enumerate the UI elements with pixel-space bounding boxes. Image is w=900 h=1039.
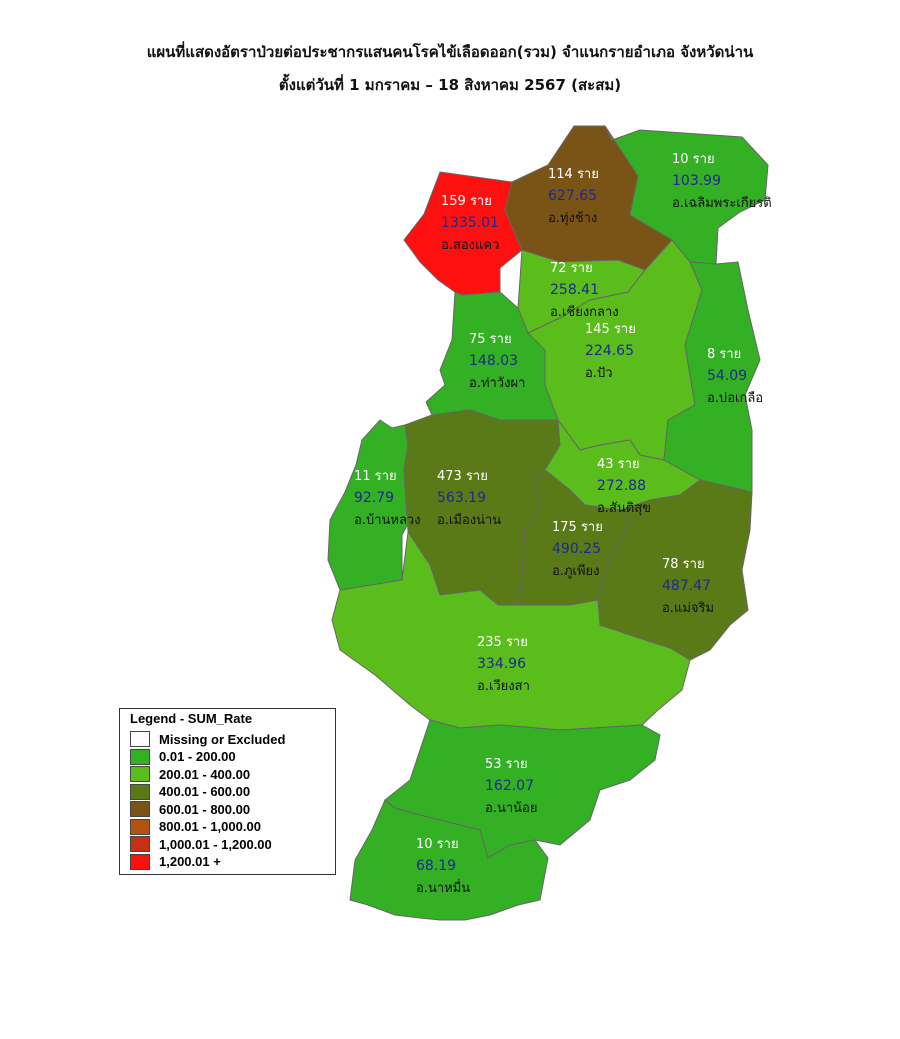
district-5-rate-label: 148.03: [469, 353, 518, 369]
legend-swatch: [130, 731, 150, 747]
district-3-region: [604, 125, 769, 265]
legend-swatch: [130, 748, 150, 765]
legend-item: 1,000.01 - 1,200.00: [130, 836, 272, 852]
legend-item: 0.01 - 200.00: [130, 748, 236, 765]
district-5-case-count-label: 75 ราย: [469, 332, 512, 347]
legend-item: 200.01 - 400.00: [130, 766, 250, 782]
district-14-district-name-label: อ.นาน้อย: [485, 801, 537, 816]
district-9-district-name-label: อ.เมืองน่าน: [437, 512, 501, 528]
district-6-rate-label: 224.65: [585, 343, 634, 359]
district-2-case-count-label: 114 ราย: [548, 167, 599, 182]
district-10-case-count-label: 43 ราย: [597, 457, 640, 472]
legend-item: 800.01 - 1,000.00: [130, 818, 261, 835]
legend-swatch: [130, 853, 150, 870]
legend-item: Missing or Excluded: [130, 731, 285, 747]
legend-label: Missing or Excluded: [159, 731, 286, 747]
legend-label: 1,000.01 - 1,200.00: [159, 836, 272, 852]
district-13-region: [331, 530, 691, 731]
district-5-district-name-label: อ.ท่าวังผา: [469, 376, 525, 391]
district-6-district-name-label: อ.ปัว: [585, 366, 613, 381]
map-legend: Legend - SUM_Rate Missing or Excluded 0.0…: [119, 708, 336, 875]
district-3-district-name-label: อ.เฉลิมพระเกียรติ: [672, 195, 772, 211]
legend-swatch: [130, 783, 150, 800]
legend-swatch: [130, 766, 150, 782]
district-2-rate-label: 627.65: [548, 188, 597, 204]
map-title: แผนที่แสดงอัตราป่วยต่อประชากรแสนคนโรคไข้…: [146, 43, 754, 61]
district-3-rate-label: 103.99: [672, 173, 721, 189]
district-13-district-name-label: อ.เวียงสา: [477, 678, 530, 694]
legend-label: 1,200.01 +: [159, 854, 221, 869]
legend-swatch: [130, 836, 150, 852]
district-12-case-count-label: 78 ราย: [662, 557, 705, 572]
district-7-case-count-label: 8 ราย: [707, 347, 741, 362]
district-12-region: [597, 479, 753, 661]
district-6-case-count-label: 145 ราย: [585, 322, 636, 337]
district-13-rate-label: 334.96: [477, 656, 526, 672]
district-4-case-count-label: 72 ราย: [550, 261, 593, 276]
legend-swatch: [130, 801, 150, 817]
district-13-case-count-label: 235 ราย: [477, 635, 528, 650]
district-3-case-count-label: 10 ราย: [672, 152, 715, 167]
district-14-case-count-label: 53 ราย: [485, 757, 528, 772]
district-14-rate-label: 162.07: [485, 778, 534, 794]
district-11-district-name-label: อ.ภูเพียง: [552, 563, 600, 579]
district-15-district-name-label: อ.นาหมื่น: [416, 879, 470, 896]
district-1-region: [403, 171, 523, 296]
legend-label: 0.01 - 200.00: [159, 749, 236, 764]
legend-item: 600.01 - 800.00: [130, 801, 250, 817]
legend-label: 800.01 - 1,000.00: [159, 819, 261, 834]
district-15-rate-label: 68.19: [416, 858, 456, 874]
district-11-case-count-label: 175 ราย: [552, 520, 603, 535]
legend-label: 200.01 - 400.00: [159, 766, 251, 782]
map-subtitle: ตั้งแต่วันที่ 1 มกราคม – 18 สิงหาคม 2567…: [278, 76, 622, 94]
district-1-rate-label: 1335.01: [441, 215, 499, 231]
district-2-district-name-label: อ.ทุ่งช้าง: [548, 211, 597, 226]
legend-swatch: [130, 818, 150, 835]
district-8-case-count-label: 11 ราย: [354, 469, 397, 484]
district-15-region: [349, 799, 549, 921]
district-8-rate-label: 92.79: [354, 490, 394, 506]
district-12-district-name-label: อ.แม่จริม: [662, 601, 714, 616]
legend-title: Legend - SUM_Rate: [130, 711, 253, 726]
district-4-rate-label: 258.41: [550, 282, 599, 298]
legend-item: 400.01 - 600.00: [130, 783, 251, 800]
district-1-case-count-label: 159 ราย: [441, 194, 492, 209]
district-1-district-name-label: อ.สองแคว: [441, 238, 499, 253]
legend-label: 600.01 - 800.00: [159, 801, 251, 817]
district-11-rate-label: 490.25: [552, 541, 601, 557]
district-7-rate-label: 54.09: [707, 368, 747, 384]
district-10-rate-label: 272.88: [597, 478, 646, 494]
district-12-rate-label: 487.47: [662, 578, 711, 594]
district-4-district-name-label: อ.เชียงกลาง: [550, 304, 619, 320]
legend-label: 400.01 - 600.00: [159, 784, 251, 799]
district-8-district-name-label: อ.บ้านหลวง: [354, 513, 421, 528]
district-10-district-name-label: อ.สันติสุข: [597, 501, 651, 516]
legend-item: 1,200.01 +: [130, 853, 221, 870]
district-15-case-count-label: 10 ราย: [416, 837, 459, 852]
district-9-rate-label: 563.19: [437, 490, 486, 506]
district-7-district-name-label: อ.บ่อเกลือ: [707, 390, 763, 406]
district-9-case-count-label: 473 ราย: [437, 469, 488, 484]
